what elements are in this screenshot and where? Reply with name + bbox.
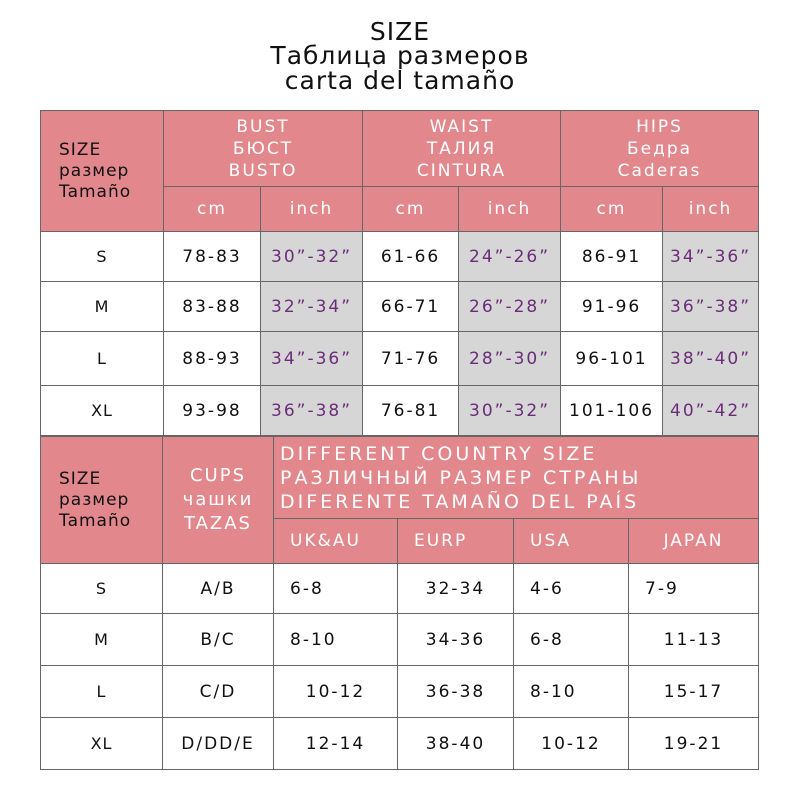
bust-header: BUST БЮСТ BUSTO [162, 110, 364, 187]
japan-cell: 7-9 [627, 563, 760, 614]
uk-au-cell: 8-10 [273, 613, 398, 666]
unit-cell: inch [259, 186, 364, 232]
page-title: SIZE [369, 17, 431, 46]
cups-header: CUPS чашки TAZAS [162, 436, 274, 564]
country-usa: USA [513, 518, 629, 564]
usa-cell: 6-8 [513, 613, 629, 666]
unit-cell: cm [362, 186, 460, 232]
table-row: M 83-88 32”-34” 66-71 26”-28” 91-96 36”-… [40, 281, 760, 332]
japan-cell: 19-21 [627, 717, 760, 770]
bust-inch: 32”-34” [259, 281, 364, 332]
table-row: M B/C 8-10 34-36 6-8 11-13 [40, 613, 760, 666]
hips-cm: 91-96 [560, 281, 664, 332]
size-label: S [40, 231, 164, 282]
eurp-cell: 36-38 [397, 665, 514, 718]
eurp-cell: 38-40 [397, 717, 514, 770]
country-uk-au: UK&AU [273, 518, 398, 564]
table-row: S 78-83 30”-32” 61-66 24”-26” 86-91 34”-… [40, 231, 760, 282]
unit-row: cm inch cm inch cm inch [41, 186, 760, 232]
usa-cell: 10-12 [513, 717, 629, 770]
usa-cell: 4-6 [513, 563, 629, 614]
waist-inch: 28”-30” [458, 331, 562, 386]
table-row: L 88-93 34”-36” 71-76 28”-30” 96-101 38”… [40, 331, 760, 386]
waist-cm: 66-71 [362, 281, 460, 332]
country-eurp: EURP [397, 518, 514, 564]
hips-cm: 96-101 [560, 331, 664, 386]
table-row: S A/B 6-8 32-34 4-6 7-9 [40, 563, 760, 614]
country-size-header: DIFFERENT COUNTRY SIZE РАЗЛИЧНЫЙ РАЗМЕР … [272, 436, 760, 519]
uk-au-cell: 10-12 [273, 665, 398, 718]
japan-cell: 11-13 [627, 613, 760, 666]
hips-cm: 86-91 [560, 231, 664, 282]
body-measurement-table: SIZE размер Tamaño BUST БЮСТ BUSTO WAIST… [40, 110, 760, 436]
hips-cm: 101-106 [560, 385, 664, 436]
eurp-cell: 34-36 [397, 613, 514, 666]
cups-cell: C/D [162, 665, 274, 718]
unit-cell: cm [163, 186, 261, 232]
table-row: XL D/DD/E 12-14 38-40 10-12 19-21 [40, 717, 760, 770]
bust-cm: 88-93 [163, 331, 261, 386]
size-label: M [40, 281, 164, 332]
table-row: L C/D 10-12 36-38 8-10 15-17 [40, 665, 760, 718]
bust-cm: 83-88 [163, 281, 261, 332]
bust-cm: 78-83 [163, 231, 261, 282]
unit-cell: inch [662, 186, 760, 232]
unit-cell: cm [560, 186, 664, 232]
waist-cm: 61-66 [362, 231, 460, 282]
size-label: XL [40, 385, 164, 436]
hips-inch: 38”-40” [662, 331, 760, 386]
hips-header: HIPS Бедра Caderas [560, 110, 760, 187]
waist-inch: 24”-26” [458, 231, 562, 282]
table-row: XL 93-98 36”-38” 76-81 30”-32” 101-106 4… [40, 385, 760, 436]
page-title-ru: Таблица размеров [270, 41, 530, 70]
waist-inch: 26”-28” [458, 281, 562, 332]
eurp-cell: 32-34 [397, 563, 514, 614]
size-label: M [40, 613, 163, 666]
size-header: SIZE размер Tamaño [40, 436, 163, 564]
size-label: S [40, 563, 163, 614]
waist-cm: 71-76 [362, 331, 460, 386]
cups-cell: A/B [162, 563, 274, 614]
size-label: L [40, 665, 163, 718]
hips-inch: 40”-42” [662, 385, 760, 436]
page-title-es: carta del tamaño [284, 66, 516, 95]
usa-cell: 8-10 [513, 665, 629, 718]
country-size-table: SIZE размер Tamaño CUPS чашки TAZAS DIFF… [40, 436, 760, 770]
bust-inch: 30”-32” [259, 231, 364, 282]
uk-au-cell: 12-14 [273, 717, 398, 770]
hips-inch: 34”-36” [662, 231, 760, 282]
bust-inch: 36”-38” [259, 385, 364, 436]
waist-header: WAIST ТАЛИЯ CINTURA [362, 110, 562, 187]
bust-inch: 34”-36” [259, 331, 364, 386]
size-label: XL [40, 717, 163, 770]
waist-inch: 30”-32” [458, 385, 562, 436]
unit-cell: inch [458, 186, 562, 232]
cups-cell: B/C [162, 613, 274, 666]
size-label: L [40, 331, 164, 386]
uk-au-cell: 6-8 [273, 563, 398, 614]
hips-inch: 36”-38” [662, 281, 760, 332]
size-header: SIZE размер Tamaño [40, 110, 164, 232]
country-japan: JAPAN [627, 518, 760, 564]
country-row: UK&AU EURP USA JAPAN [41, 518, 760, 564]
japan-cell: 15-17 [627, 665, 760, 718]
cups-cell: D/DD/E [162, 717, 274, 770]
bust-cm: 93-98 [163, 385, 261, 436]
waist-cm: 76-81 [362, 385, 460, 436]
